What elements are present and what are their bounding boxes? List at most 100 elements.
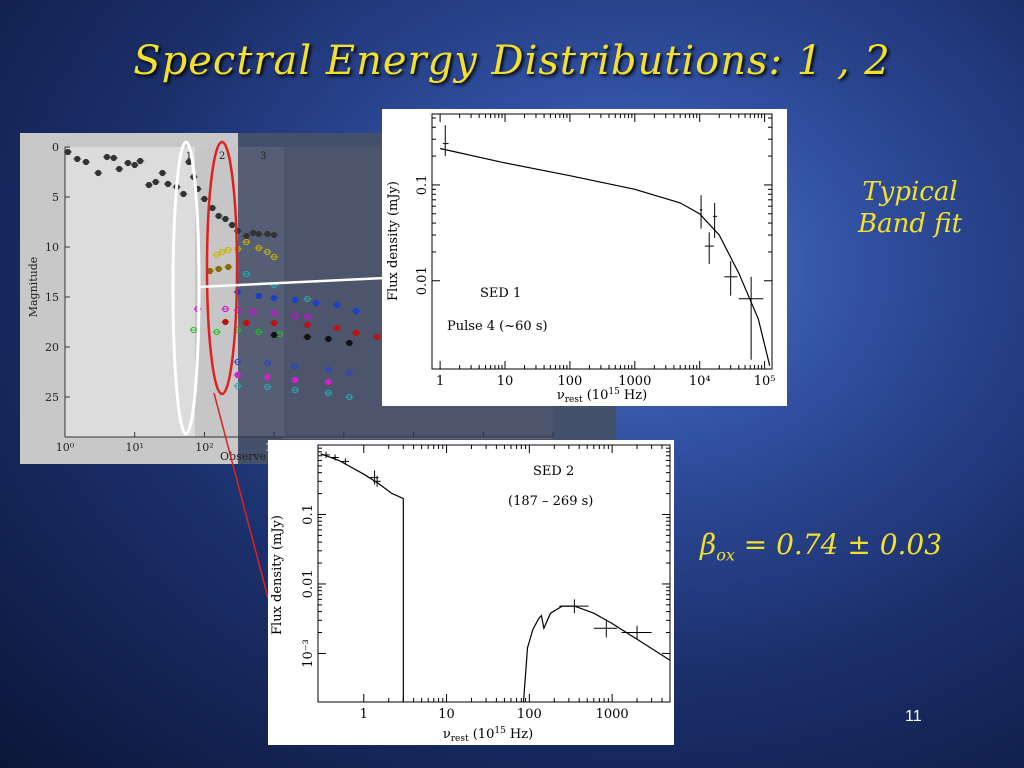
band-fit-label: Typical Band fit (830, 176, 990, 240)
light-curve-y-tick: 5 (52, 191, 59, 204)
sed1-model-line (439, 147, 771, 366)
light-curve-point (124, 159, 132, 167)
light-curve-point (374, 333, 381, 341)
light-curve-point (292, 386, 299, 394)
light-curve-point (255, 328, 262, 336)
light-curve-y-tick: 25 (45, 391, 59, 404)
beta-ox-equation: βox = 0.74 ± 0.03 (700, 528, 942, 565)
light-curve-point (264, 248, 271, 256)
sed2-subtitle: (187 – 269 s) (508, 494, 593, 509)
sed2-model-line (320, 453, 404, 702)
sed2-y-tick: 0.1 (301, 504, 316, 525)
light-curve-point (243, 232, 250, 240)
light-curve-point (103, 153, 111, 161)
light-curve-point (353, 329, 360, 337)
light-curve-point (222, 215, 229, 223)
light-curve-point (110, 154, 117, 162)
light-curve-point (292, 296, 299, 304)
light-curve-point (346, 339, 353, 347)
light-curve-point (292, 362, 299, 370)
sed2-x-tick: 1000 (596, 707, 629, 722)
light-curve-point (304, 313, 311, 321)
light-curve-point (64, 148, 71, 156)
sed2-y-tick: 10⁻³ (301, 639, 316, 668)
light-curve-point (185, 158, 193, 166)
light-curve-point (250, 229, 257, 237)
sed1-plot-frame (431, 113, 773, 370)
sed2-plot-frame (317, 444, 671, 703)
light-curve-point (264, 230, 271, 238)
light-curve-y-tick: 15 (45, 291, 59, 304)
sed2-chart: 1 10 100 1000 0.1 0.01 10⁻³ SED 2 (187 – 269 s… (268, 440, 674, 745)
light-curve-point (255, 230, 262, 238)
light-curve-point (325, 335, 332, 343)
light-curve-x-tick: 10¹ (126, 441, 144, 454)
light-curve-point (190, 173, 197, 181)
band-fit-line-1: Typical (862, 177, 958, 207)
sed2-data-point (621, 625, 652, 640)
light-curve-point (271, 231, 278, 239)
sed1-subtitle: Pulse 4 (~60 s) (447, 319, 548, 334)
light-curve-point (215, 265, 222, 273)
light-curve-point (304, 295, 311, 303)
slide-number: 11 (905, 708, 922, 725)
light-curve-point (255, 244, 262, 252)
sed1-x-tick: 10 (497, 374, 514, 389)
light-curve-point (304, 321, 311, 329)
sed1-data-point (712, 202, 718, 238)
sed2-x-tick: 10 (438, 707, 455, 722)
light-curve-point (215, 212, 222, 220)
light-curve-point (325, 389, 332, 397)
sed2-data-point (593, 619, 618, 638)
light-curve-y-tick: 20 (45, 341, 59, 354)
sed1-x-tick: 100 (557, 374, 582, 389)
light-curve-point (264, 373, 271, 381)
sed2-y-label: Flux density (mJy) (270, 515, 285, 635)
light-curve-point (292, 376, 299, 384)
sed1-y-tick: 0.1 (415, 175, 430, 196)
sed2-data-point (373, 475, 381, 487)
sed1-x-tick: 1 (436, 374, 444, 389)
sed2-data-point (341, 458, 349, 465)
light-curve-point (304, 333, 311, 341)
beta-value: = 0.74 ± 0.03 (734, 528, 943, 561)
light-curve-point (159, 169, 166, 177)
light-curve-point (222, 318, 229, 326)
sed1-data-point (738, 276, 764, 360)
sed1-x-tick: 1000 (618, 374, 651, 389)
band-fit-line-2: Band fit (857, 209, 963, 239)
light-curve-point (209, 204, 216, 212)
light-curve-point (271, 309, 278, 317)
light-curve-x-tick: 10² (195, 441, 213, 454)
light-curve-y-tick: 0 (52, 141, 59, 154)
slide-title: Spectral Energy Distributions: 1 , 2 (133, 38, 891, 84)
light-curve-point (201, 195, 208, 203)
light-curve-point (334, 324, 341, 332)
sed1-x-tick: 10⁵ (754, 374, 776, 389)
light-curve-point (234, 371, 241, 379)
light-curve-point (353, 307, 360, 315)
light-curve-point (346, 393, 353, 401)
light-curve-point (325, 366, 332, 374)
sed1-y-label: Flux density (mJy) (386, 181, 401, 301)
light-curve-y-tick: 10 (45, 241, 59, 254)
sed2-x-tick: 1 (360, 707, 368, 722)
light-curve-point (82, 158, 90, 166)
light-curve-point (194, 185, 201, 193)
sed2-data-point (331, 454, 339, 461)
light-curve-point (271, 253, 278, 261)
light-curve-point (225, 263, 232, 271)
light-curve-interval-label: 2 (219, 151, 225, 162)
sed2-x-label: νrest (1015 Hz) (443, 726, 533, 744)
light-curve-point (250, 308, 257, 316)
sed1-data-point (704, 232, 714, 264)
light-curve-point (243, 319, 250, 327)
light-curve-point (264, 383, 271, 391)
light-curve-point (243, 238, 250, 246)
light-curve-point (74, 155, 81, 163)
sed1-y-tick: 0.01 (415, 266, 430, 295)
sed1-x-tick: 10⁴ (689, 374, 711, 389)
light-curve-point (116, 165, 123, 173)
light-curve-point (334, 301, 341, 309)
light-curve-point (243, 270, 250, 278)
